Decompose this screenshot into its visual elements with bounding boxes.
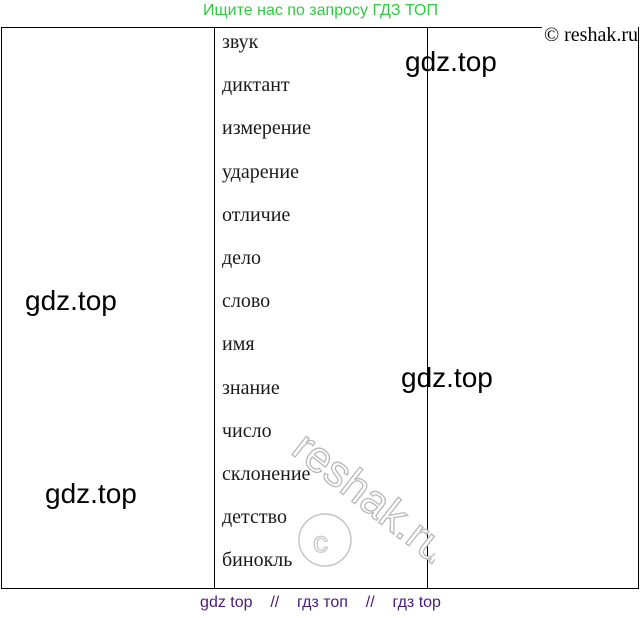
footer-links: gdz top // гдз топ // гдз top xyxy=(0,594,641,612)
word-item: слово xyxy=(222,290,271,313)
word-item: склонение xyxy=(222,462,311,485)
word-item: ударение xyxy=(222,160,299,183)
word-item: число xyxy=(222,419,272,442)
footer-separator: // xyxy=(365,594,375,611)
footer-link-gdz-top[interactable]: gdz top xyxy=(200,594,253,611)
footer-separator: // xyxy=(270,594,280,611)
word-item: дело xyxy=(222,246,262,269)
footer-link-gdz-top-mixed[interactable]: гдз top xyxy=(392,594,441,611)
table-column-divider-left xyxy=(214,27,215,589)
word-table xyxy=(1,27,639,589)
word-item: отличие xyxy=(222,203,291,226)
table-column-divider-right xyxy=(427,27,428,589)
gdz-watermark: gdz.top xyxy=(405,46,497,77)
gdz-watermark: gdz.top xyxy=(401,362,493,393)
gdz-watermark: gdz.top xyxy=(25,285,117,316)
word-item: измерение xyxy=(222,117,312,140)
word-item: диктант xyxy=(222,74,290,97)
word-list: звук диктант измерение ударение отличие … xyxy=(222,31,311,592)
word-item: бинокль xyxy=(222,549,293,572)
word-item: знание xyxy=(222,376,280,399)
top-banner: Ищите нас по запросу ГДЗ ТОП xyxy=(203,2,438,19)
word-item: звук xyxy=(222,31,259,53)
footer-link-gdz-top-cyr[interactable]: гдз топ xyxy=(297,594,348,611)
copyright-label: © reshak.ru xyxy=(541,24,638,47)
gdz-watermark: gdz.top xyxy=(45,478,137,509)
word-item: имя xyxy=(222,333,255,356)
word-item: детство xyxy=(222,506,287,529)
